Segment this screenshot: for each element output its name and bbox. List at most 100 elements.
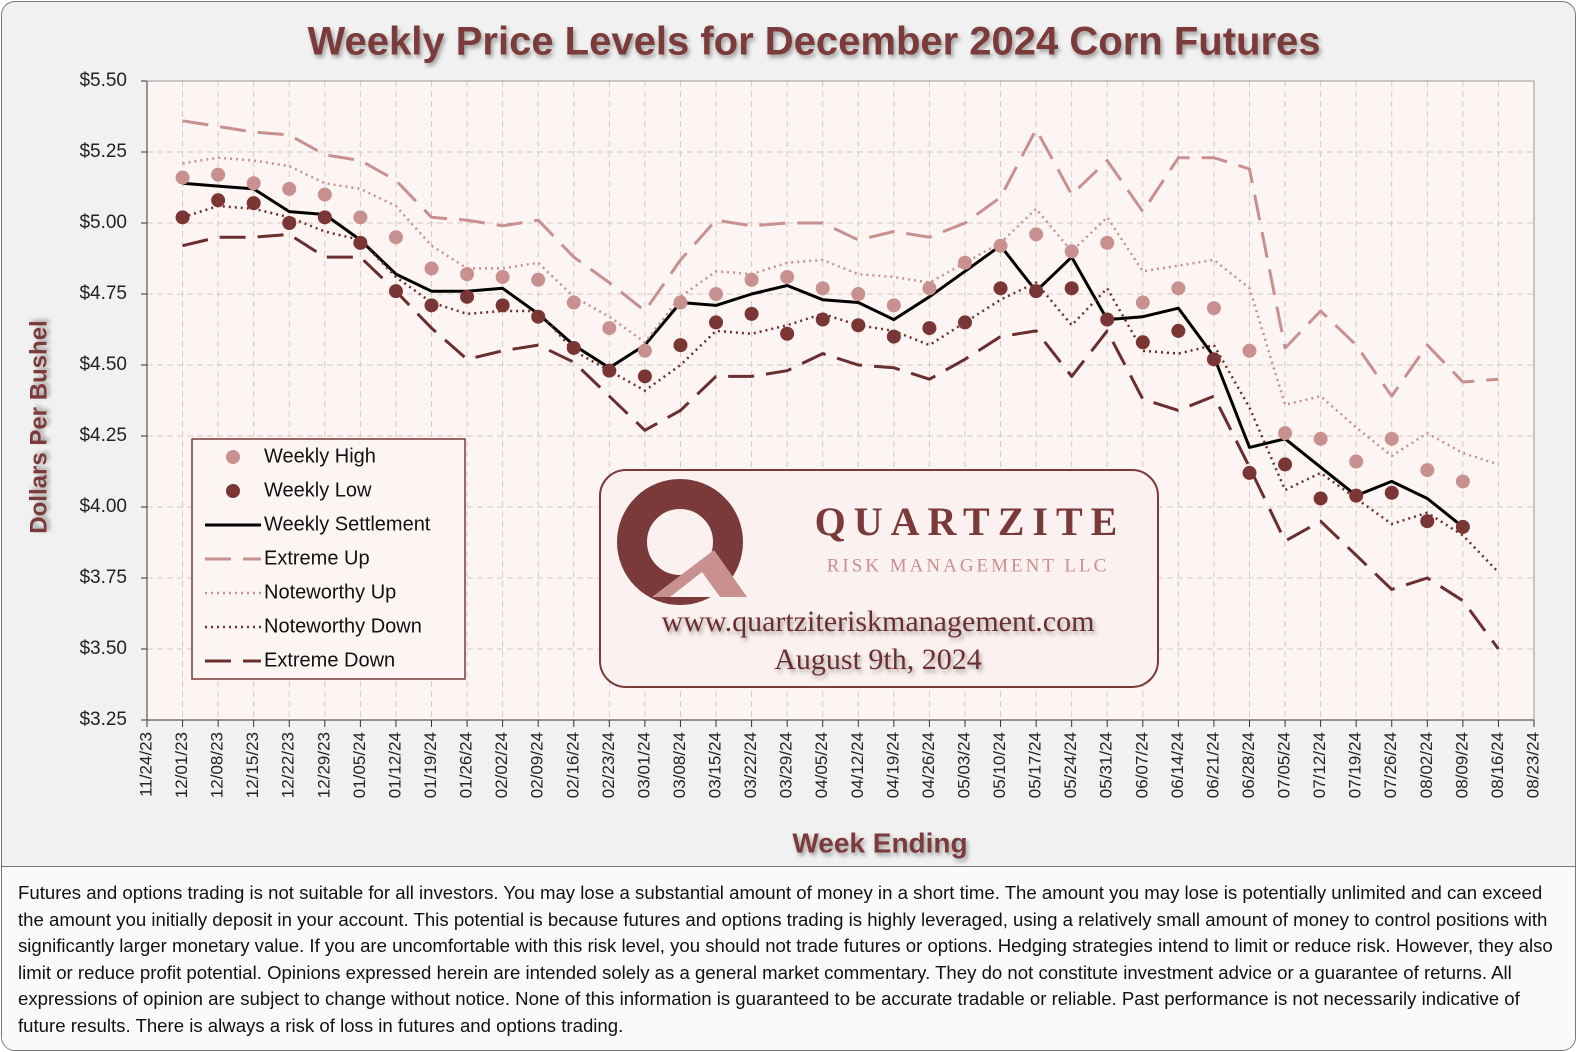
marker [1384,431,1399,446]
marker [531,272,546,287]
marker [922,321,937,336]
marker [1242,343,1257,358]
marker [424,298,439,313]
marker [1313,431,1328,446]
x-tick-label: 03/08/24 [670,732,689,798]
legend-label: Extreme Up [264,547,370,569]
marker [780,269,795,284]
logo-url: www.quartziteriskmanagement.com [662,605,1095,638]
legend-swatch [226,484,240,498]
legend-label: Extreme Down [264,649,395,671]
marker [602,321,617,336]
marker [353,235,368,250]
x-tick-label: 07/26/24 [1381,732,1400,798]
x-tick-label: 12/15/23 [243,732,262,798]
marker [673,295,688,310]
marker [709,315,724,330]
marker [993,238,1008,253]
marker [317,210,332,225]
marker [566,340,581,355]
x-tick-label: 01/19/24 [421,732,440,798]
marker [1455,474,1470,489]
x-tick-label: 05/31/24 [1097,732,1116,798]
legend-swatch [226,450,240,464]
marker [1278,426,1293,441]
x-tick-label: 04/26/24 [919,732,938,798]
x-tick-label: 01/12/24 [385,732,404,798]
marker [1349,454,1364,469]
marker [1384,485,1399,500]
marker [1135,295,1150,310]
y-tick-label: $5.00 [79,212,127,233]
marker [1064,244,1079,259]
marker [1420,514,1435,529]
x-tick-label: 05/03/24 [954,732,973,798]
marker [815,281,830,296]
marker [1206,352,1221,367]
legend-label: Weekly Low [264,479,372,501]
y-tick-label: $4.75 [79,283,127,304]
marker [1171,281,1186,296]
marker [317,187,332,202]
series-line [182,232,1500,650]
x-tick-label: 02/09/24 [528,732,547,798]
x-tick-label: 08/16/24 [1488,732,1507,798]
marker [1206,301,1221,316]
x-tick-label: 08/09/24 [1452,732,1471,798]
marker [353,210,368,225]
marker [282,181,297,196]
marker [673,338,688,353]
marker [246,176,261,191]
x-tick-label: 04/12/24 [848,732,867,798]
x-tick-label: 03/15/24 [706,732,725,798]
marker [957,255,972,270]
marker [957,315,972,330]
marker [744,272,759,287]
x-tick-label: 03/22/24 [741,732,760,798]
x-tick-label: 08/23/24 [1523,732,1542,798]
chart-title: Weekly Price Levels for December 2024 Co… [307,20,1320,64]
marker [637,369,652,384]
marker [886,329,901,344]
series-line [182,181,1464,529]
logo-date: August 9th, 2024 [774,643,982,676]
x-tick-label: 12/22/23 [279,732,298,798]
y-tick-label: $3.50 [79,638,127,659]
marker [246,196,261,211]
marker [460,267,475,282]
x-tick-label: 12/01/23 [172,732,191,798]
logo-triangle [652,550,747,597]
marker [1100,312,1115,327]
logo-subtitle: RISK MANAGEMENT LLC [827,555,1110,576]
x-tick-label: 07/19/24 [1346,732,1365,798]
logo-triangle-inner [670,572,720,597]
x-tick-label: 03/29/24 [777,732,796,798]
marker [388,284,403,299]
x-tick-label: 11/24/23 [136,732,155,797]
marker [1100,235,1115,250]
marker [780,326,795,341]
chart: Weekly Price Levels for December 2024 Co… [25,20,1542,859]
marker [602,363,617,378]
disclaimer: Futures and options trading is not suita… [2,866,1575,1050]
x-tick-label: 04/05/24 [812,732,831,798]
legend-frame [191,438,466,680]
marker [211,167,226,182]
legend-label: Weekly High [264,445,376,467]
marker [1135,335,1150,350]
series-line [182,119,1499,398]
marker [744,306,759,321]
y-tick-label: $4.25 [79,425,127,446]
x-tick-label: 02/02/24 [492,732,511,798]
marker [993,281,1008,296]
x-tick-label: 06/21/24 [1203,732,1222,798]
legend-label: Noteworthy Up [264,581,396,603]
marker [495,269,510,284]
marker [211,193,226,208]
marker [1313,491,1328,506]
x-tick-label: 08/02/24 [1417,732,1436,798]
marker [1242,465,1257,480]
marker [531,309,546,324]
marker [637,343,652,358]
